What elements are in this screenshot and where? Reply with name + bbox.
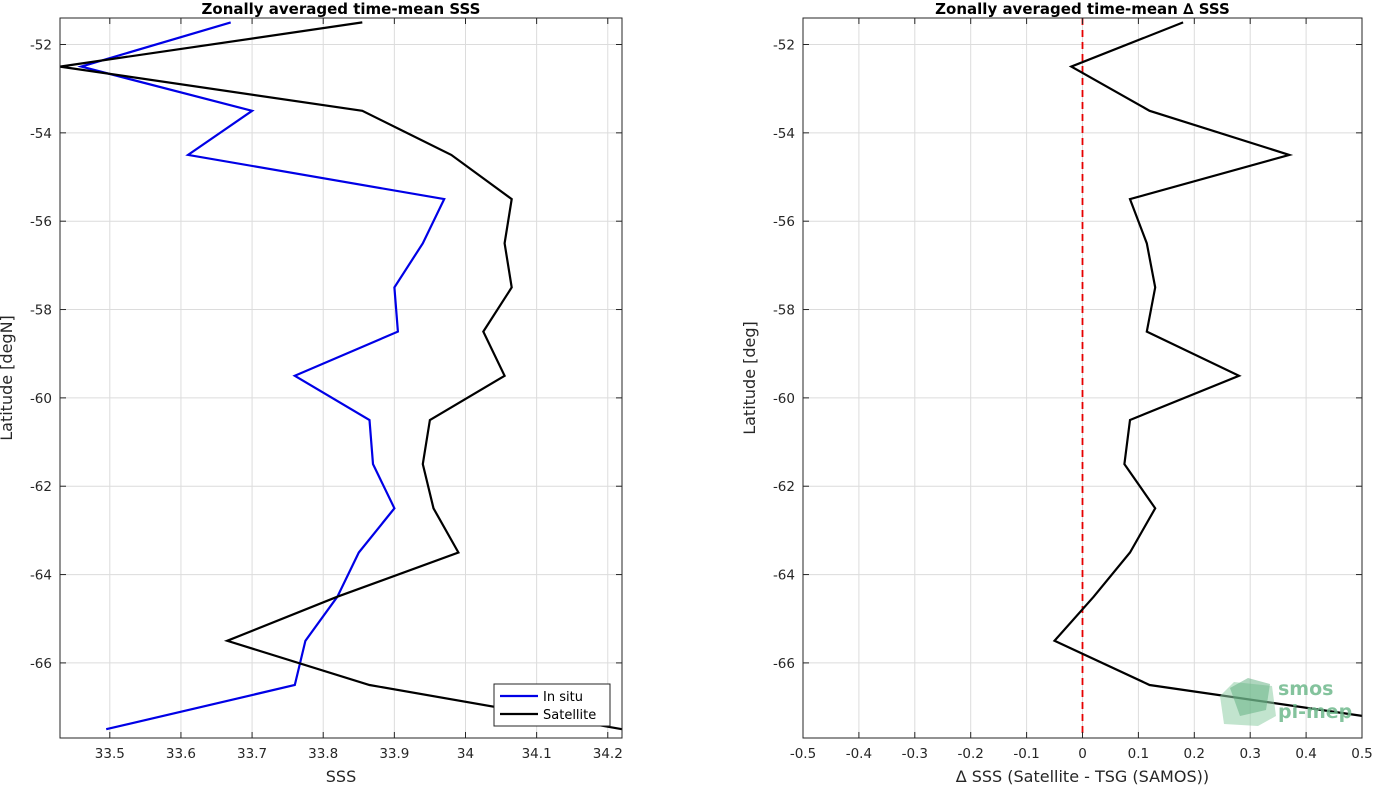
y-tick-label: -54: [773, 126, 795, 142]
y-tick-label: -52: [773, 38, 795, 54]
right-series: [1052, 21, 1363, 717]
x-tick-label: 0.4: [1295, 746, 1316, 762]
y-tick-label: -66: [773, 656, 795, 672]
left-chart-title: Zonally averaged time-mean SSS: [202, 0, 481, 18]
y-tick-label: -58: [773, 303, 795, 319]
x-tick-label: 33.7: [237, 746, 267, 762]
left-series: [59, 21, 623, 731]
x-tick-label: 0.2: [1184, 746, 1205, 762]
y-tick-label: -58: [30, 303, 52, 319]
x-tick-label: 33.6: [166, 746, 196, 762]
y-tick-label: -62: [30, 479, 52, 495]
y-tick-label: -56: [30, 214, 52, 230]
x-tick-label: 0.1: [1128, 746, 1149, 762]
right-x-axis-label: ∆ SSS (Satellite - TSG (SAMOS)): [955, 767, 1209, 786]
left-x-axis-label: SSS: [326, 767, 356, 786]
logo-text-smos: smos: [1278, 678, 1333, 700]
series-line-satellite: [59, 21, 623, 731]
y-tick-label: -64: [773, 568, 795, 584]
left-ticks: 33.5 33.6 33.7 33.8 33.9 34 34.1 34.2 -52 -54 -56 -…: [30, 18, 623, 762]
y-tick-label: -60: [30, 391, 52, 407]
x-tick-label: -0.4: [846, 746, 872, 762]
right-chart-title: Zonally averaged time-mean ∆ SSS: [935, 0, 1230, 18]
left-axes-frame: [59, 17, 623, 739]
legend-label-in-situ: In situ: [543, 690, 583, 705]
right-panel: -0.5 -0.4 -0.3 -0.2 -0.1 0 0.1 0.2 0.3 0.4 0.5 -52 -…: [740, 0, 1373, 786]
x-tick-label: 0: [1078, 746, 1087, 762]
y-tick-label: -64: [30, 568, 52, 584]
x-tick-label: -0.3: [902, 746, 928, 762]
legend-label-satellite: Satellite: [543, 708, 596, 723]
x-tick-label: -0.2: [958, 746, 984, 762]
y-tick-label: -56: [773, 214, 795, 230]
x-tick-label: -0.5: [790, 746, 816, 762]
x-tick-label: 0.3: [1239, 746, 1260, 762]
left-grid: [60, 18, 622, 738]
y-tick-label: -66: [30, 656, 52, 672]
y-tick-label: -60: [773, 391, 795, 407]
legend-box: [493, 683, 611, 727]
left-panel: 33.5 33.6 33.7 33.8 33.9 34 34.1 34.2 -52 -54 -56 -…: [0, 0, 623, 786]
series-line-in-situ: [77, 21, 446, 731]
x-tick-label: 34.1: [522, 746, 552, 762]
y-tick-label: -54: [30, 126, 52, 142]
logo-text-pi-mep: pi-mep: [1278, 701, 1352, 723]
smos-pi-mep-logo: smos pi-mep: [1220, 678, 1352, 726]
x-tick-label: 33.5: [95, 746, 125, 762]
y-tick-label: -52: [30, 38, 52, 54]
legend: In situ Satellite: [493, 683, 611, 727]
left-plot-area: [60, 18, 622, 738]
x-tick-label: 34.2: [593, 746, 623, 762]
x-tick-label: 33.9: [379, 746, 409, 762]
logo-mark-inner: [1230, 678, 1270, 716]
x-tick-label: 0.5: [1351, 746, 1372, 762]
x-tick-label: -0.1: [1013, 746, 1039, 762]
x-tick-label: 34: [457, 746, 474, 762]
left-y-axis-label: Latitude [degN]: [0, 315, 16, 441]
x-tick-label: 33.8: [308, 746, 338, 762]
y-tick-label: -62: [773, 479, 795, 495]
right-ticks: -0.5 -0.4 -0.3 -0.2 -0.1 0 0.1 0.2 0.3 0.4 0.5 -52 -…: [773, 18, 1373, 762]
series-line-series-1: [1052, 21, 1363, 717]
right-y-axis-label: Latitude [deg]: [740, 321, 759, 435]
